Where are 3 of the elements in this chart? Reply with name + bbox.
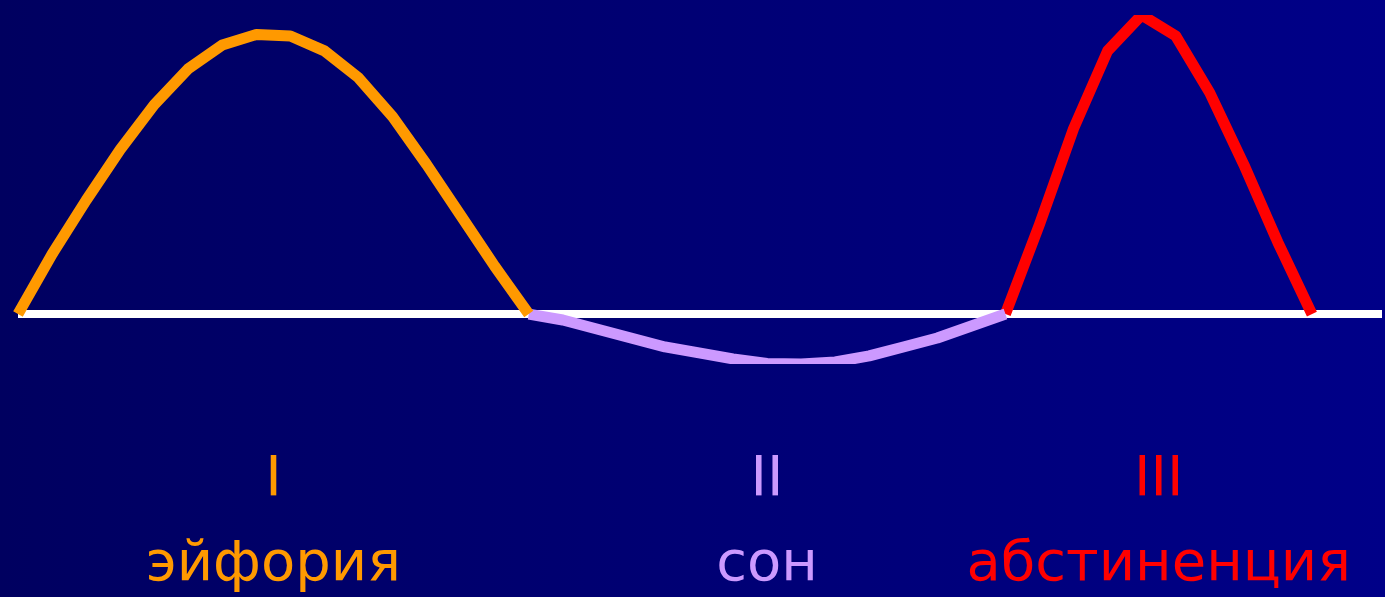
text: I эйфория	[145, 443, 401, 593]
text: III абстиненция	[966, 443, 1351, 593]
series-label: II сон	[716, 443, 818, 593]
